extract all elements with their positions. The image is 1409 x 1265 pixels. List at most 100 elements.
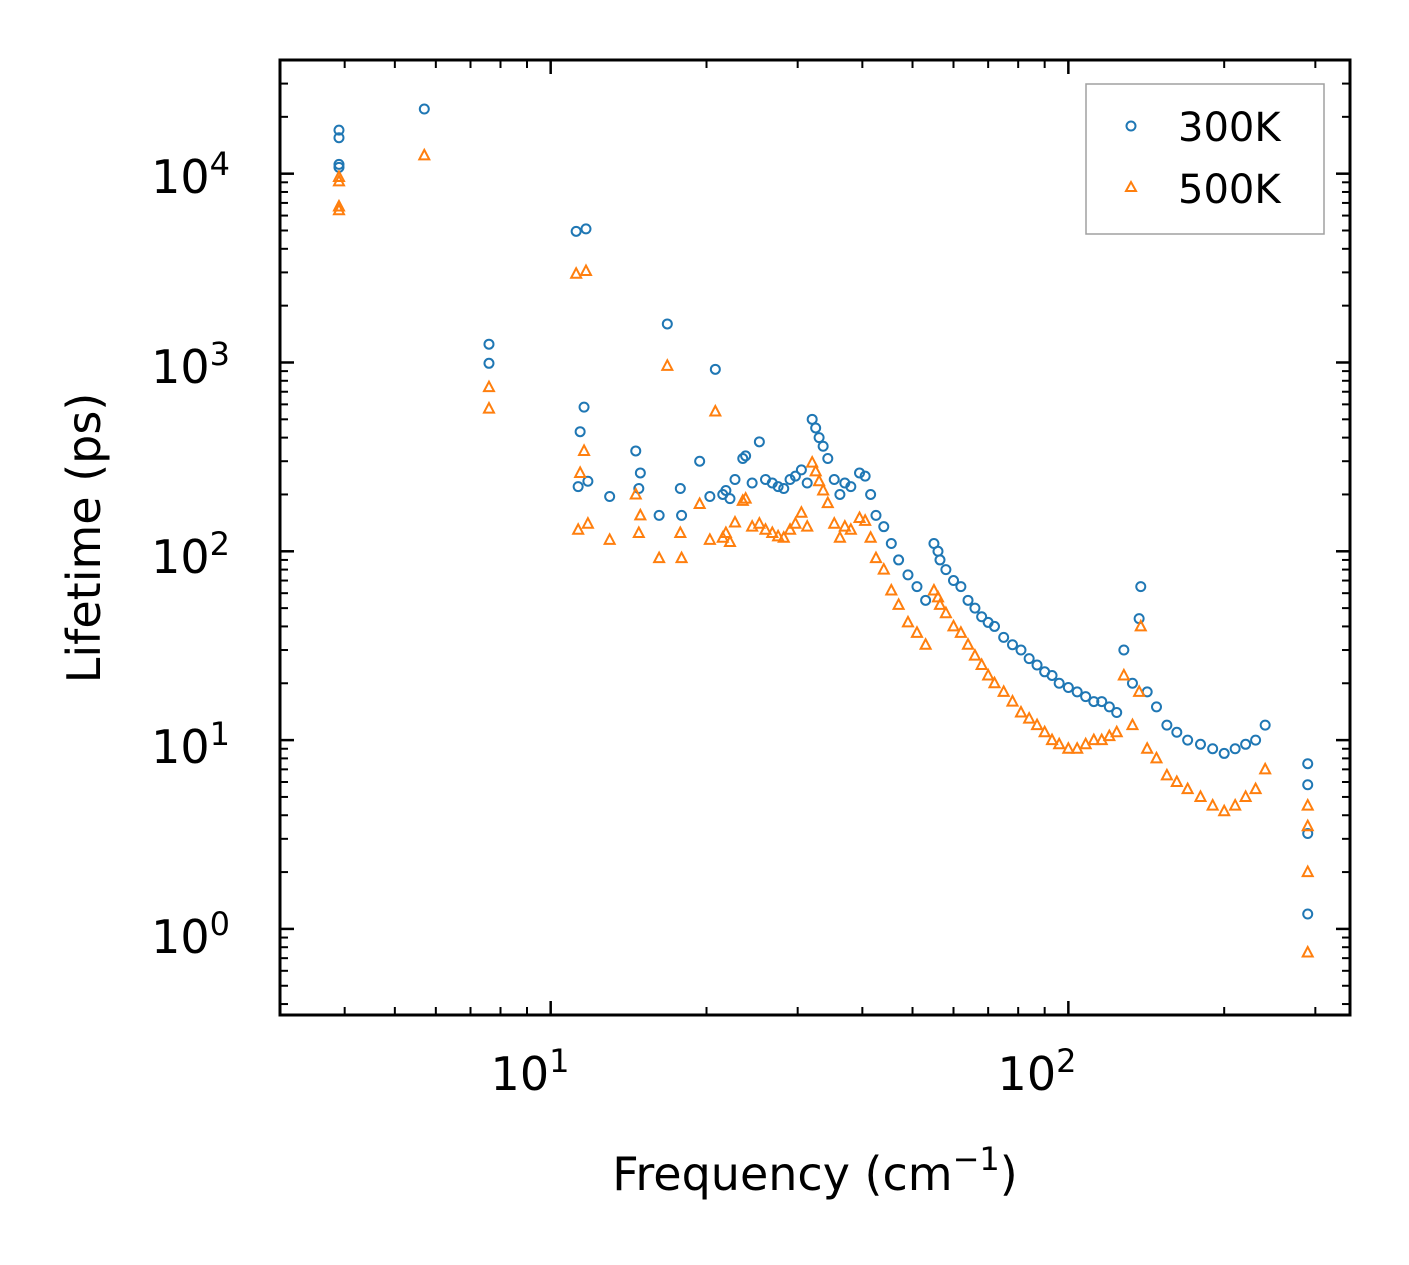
data-point-500k [332,173,346,187]
data-point-300k [1006,639,1018,651]
y-axis-label: Lifetime (ps) [57,393,111,684]
data-point-300k [801,477,813,489]
data-point-300k [1240,738,1252,750]
data-point-500k [482,379,496,393]
data-point-300k [1150,701,1162,713]
data-point-300k [1118,644,1130,656]
data-point-500k [1125,717,1140,731]
data-point-500k [581,516,595,529]
data-point-300k [920,594,932,606]
data-point-500k [1132,684,1146,697]
data-point-300k [709,363,721,375]
data-point-300k [1250,734,1262,746]
data-point-500k [1301,944,1315,958]
legend-label-500k: 500K [1178,167,1282,213]
y-tick-label-10: 101 [151,715,230,774]
data-point-500k [800,519,814,532]
major-ticks [280,60,1350,1015]
data-point-500k [660,358,674,371]
data-point-500k [1258,761,1272,775]
data-point-300k [572,481,584,493]
data-point-300k [1015,644,1027,656]
data-point-300k [1135,581,1147,593]
data-point-300k [1103,701,1115,713]
data-point-300k [333,132,345,144]
data-point-500k [954,625,968,638]
data-point-300k [1126,677,1138,689]
data-point-300k [1194,738,1206,750]
data-point-500k [884,582,898,596]
data-point-300k [737,453,749,465]
data-point-500k [752,516,767,529]
data-point-300k [778,483,790,495]
data-point-500k [844,522,858,535]
data-point-500k [891,597,906,610]
data-point-300k [720,484,732,496]
data-point-300k [828,474,840,486]
data-point-500k [838,519,852,532]
data-point-300k [694,455,706,467]
data-point-500k [674,550,689,564]
data-point-500k [777,530,791,543]
series-500k [332,147,1315,958]
data-point-500k [910,625,924,638]
data-point-500k [827,516,841,529]
data-point-500k [1087,732,1101,746]
data-point-300k [911,581,923,593]
data-point-300k [582,475,594,487]
data-point-300k [969,602,981,614]
series-300k [333,103,1314,920]
data-point-500k [1022,710,1036,724]
data-point-500k [805,454,819,468]
data-point-500k [579,263,593,277]
y-tick-label-1: 100 [151,905,230,964]
data-point-500k [961,637,975,650]
data-point-300k [740,450,752,462]
data-point-300k [878,521,890,533]
data-point-300k [870,509,882,521]
data-point-300k [998,631,1010,643]
data-point-300k [813,432,825,444]
data-point-500k [1301,864,1315,878]
data-point-500k [821,495,835,509]
data-point-300k [729,474,741,486]
data-point-300k [962,594,974,606]
data-point-500k [1005,693,1020,707]
data-point-300k [1161,719,1173,731]
data-point-300k [676,509,688,521]
y-tick-label-100: 102 [151,525,230,584]
data-point-300k [854,467,866,479]
data-point-300k [1171,726,1183,738]
data-point-500k [652,550,666,564]
data-point-300k [822,453,834,465]
data-point-500k [858,513,872,526]
data-point-500k [1193,789,1208,802]
data-point-500k [927,582,941,596]
data-point-500k [719,525,733,538]
data-point-300k [948,575,960,587]
data-point-500k [987,675,1002,689]
data-point-300k [574,426,586,438]
data-point-300k [893,554,905,566]
legend-box [1085,83,1325,235]
data-point-500k [693,496,707,510]
data-point-300k [483,338,495,350]
data-point-500k [1014,704,1028,718]
data-point-300k [865,488,877,500]
data-point-500k [1045,732,1059,746]
data-point-500k [833,530,847,543]
data-point-500k [788,516,803,529]
data-point-500k [1170,774,1184,787]
data-point-500k [812,473,826,487]
data-point-300k [1218,747,1230,759]
data-point-300k [940,564,952,576]
data-point-300k [934,554,946,566]
data-point-300k [753,436,765,448]
data-point-500k [332,198,346,212]
data-point-300k [817,440,829,452]
data-point-500k [816,482,830,496]
data-point-500k [1301,818,1315,832]
data-point-300k [333,124,345,136]
data-point-500k [723,534,737,548]
